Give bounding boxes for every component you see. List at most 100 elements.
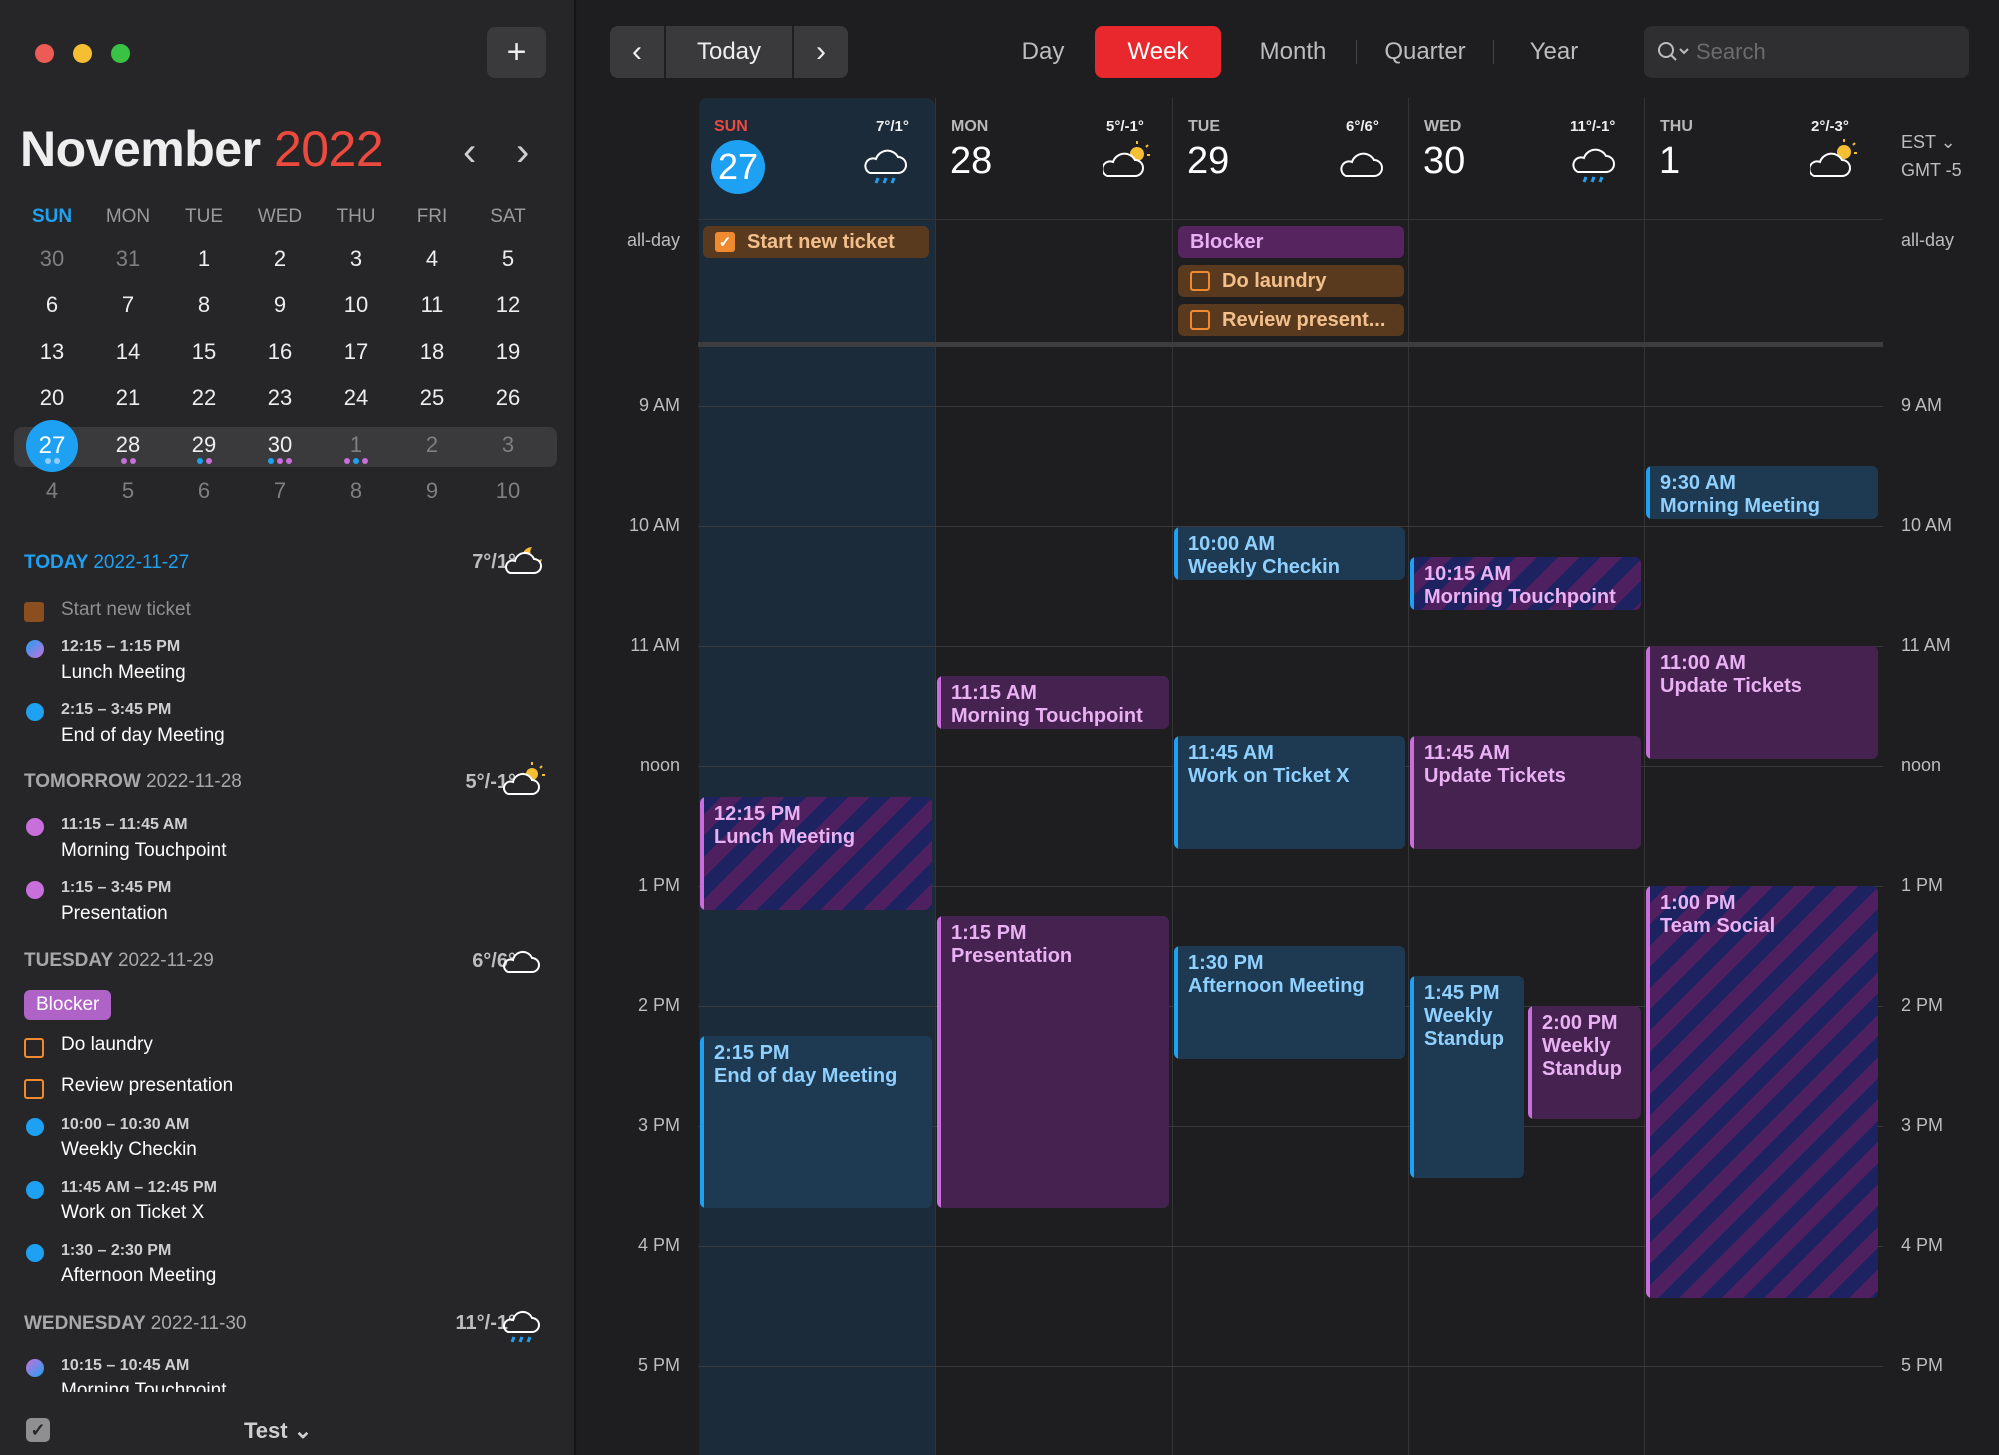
search-field[interactable]: Search bbox=[1644, 26, 1969, 78]
event-morning-touchpoint[interactable]: 11:15 AM Morning Touchpoint bbox=[937, 676, 1169, 729]
mini-calendar-day[interactable]: 3 bbox=[501, 432, 515, 457]
allday-task-start-new-ticket[interactable]: ✓ Start new ticket bbox=[703, 226, 929, 258]
view-month-tab[interactable]: Month bbox=[1259, 38, 1327, 65]
mini-calendar-day[interactable]: 17 bbox=[343, 339, 369, 364]
event-work-on-ticket-x[interactable]: 11:45 AM Work on Ticket X bbox=[1174, 736, 1405, 849]
next-week-button[interactable]: › bbox=[794, 26, 848, 78]
mini-calendar-day[interactable]: 8 bbox=[197, 292, 211, 317]
event-presentation[interactable]: 1:15 PM Presentation bbox=[937, 916, 1169, 1208]
mini-calendar-day[interactable]: 10 bbox=[343, 292, 369, 317]
mini-calendar-day[interactable]: 14 bbox=[115, 339, 141, 364]
allday-event-blocker[interactable]: Blocker bbox=[1178, 226, 1404, 258]
day-header-date[interactable]: 30 bbox=[1423, 140, 1466, 182]
mini-calendar-day[interactable]: 8 bbox=[349, 478, 363, 503]
event-morning-meeting[interactable]: 9:30 AM Morning Meeting bbox=[1646, 466, 1878, 519]
mini-calendar-day[interactable]: 29 bbox=[191, 432, 217, 457]
prev-month-button[interactable]: ‹ bbox=[463, 130, 476, 175]
view-year-tab[interactable]: Year bbox=[1529, 38, 1579, 65]
view-quarter-tab[interactable]: Quarter bbox=[1384, 38, 1466, 65]
next-month-button[interactable]: › bbox=[516, 130, 529, 175]
agenda-event-title[interactable]: Work on Ticket X bbox=[61, 1202, 205, 1223]
mini-calendar-day[interactable]: 6 bbox=[197, 478, 211, 503]
event-weekly-checkin[interactable]: 10:00 AM Weekly Checkin bbox=[1174, 527, 1405, 580]
view-week-tab[interactable]: Week bbox=[1095, 26, 1221, 78]
event-afternoon-meeting[interactable]: 1:30 PM Afternoon Meeting bbox=[1174, 946, 1405, 1059]
mini-calendar-day[interactable]: 30 bbox=[267, 432, 293, 457]
event-morning-touchpoint-wed[interactable]: 10:15 AM Morning Touchpoint bbox=[1410, 557, 1641, 610]
prev-week-button[interactable]: ‹ bbox=[610, 26, 664, 78]
checkbox-icon[interactable] bbox=[1190, 310, 1210, 330]
mini-calendar-day[interactable]: 12 bbox=[495, 292, 521, 317]
mini-calendar-day[interactable]: 5 bbox=[121, 478, 135, 503]
mini-calendar-day[interactable]: 10 bbox=[495, 478, 521, 503]
task-checkbox[interactable] bbox=[24, 1079, 44, 1099]
mini-calendar-day[interactable]: 11 bbox=[420, 292, 444, 317]
event-weekly-standup-2[interactable]: 2:00 PM Weekly Standup bbox=[1528, 1006, 1641, 1119]
mini-calendar-day[interactable]: 24 bbox=[343, 385, 369, 410]
add-event-button[interactable]: + bbox=[487, 27, 546, 78]
today-button[interactable]: Today bbox=[666, 26, 792, 78]
calendar-checkbox-icon[interactable]: ✓ bbox=[26, 1418, 50, 1442]
checked-checkbox-icon[interactable]: ✓ bbox=[715, 232, 735, 252]
task-checkbox[interactable] bbox=[24, 1038, 44, 1058]
event-update-tickets-thu[interactable]: 11:00 AM Update Tickets bbox=[1646, 646, 1878, 759]
mini-calendar-day[interactable]: 19 bbox=[495, 339, 521, 364]
mini-calendar-day[interactable]: 2 bbox=[273, 246, 287, 271]
calendar-set-selector[interactable]: Test ⌄ bbox=[244, 1418, 313, 1443]
day-header-date[interactable]: 29 bbox=[1187, 140, 1230, 182]
today-date-badge[interactable]: 27 bbox=[711, 140, 765, 194]
close-window-button[interactable] bbox=[35, 44, 54, 63]
mini-calendar-day[interactable]: 23 bbox=[267, 385, 293, 410]
mini-calendar-day[interactable]: 30 bbox=[39, 246, 65, 271]
event-update-tickets-wed[interactable]: 11:45 AM Update Tickets bbox=[1410, 736, 1641, 849]
timezone-selector[interactable]: EST ⌄ bbox=[1901, 132, 1956, 152]
task-checkbox-start-new-ticket[interactable] bbox=[24, 602, 44, 622]
event-weekly-standup-1[interactable]: 1:45 PM Weekly Standup bbox=[1410, 976, 1524, 1178]
agenda-event-title[interactable]: End of day Meeting bbox=[61, 725, 225, 746]
mini-calendar-day[interactable]: 26 bbox=[495, 385, 521, 410]
checkbox-icon[interactable] bbox=[1190, 271, 1210, 291]
agenda-event-title[interactable]: Morning Touchpoint bbox=[61, 1380, 227, 1392]
mini-calendar-day[interactable]: 4 bbox=[425, 246, 439, 271]
blocker-badge[interactable]: Blocker bbox=[24, 990, 112, 1020]
mini-calendar-day[interactable]: 27 bbox=[26, 420, 78, 472]
mini-calendar-day[interactable]: 2 bbox=[425, 432, 439, 457]
mini-calendar-day[interactable]: 9 bbox=[273, 292, 287, 317]
mini-calendar-day[interactable]: 16 bbox=[267, 339, 293, 364]
allday-task-review[interactable]: Review present... bbox=[1178, 304, 1404, 336]
agenda-event-title[interactable]: Afternoon Meeting bbox=[61, 1265, 217, 1286]
mini-calendar-day[interactable]: 9 bbox=[425, 478, 439, 503]
event-lunch-meeting[interactable]: 12:15 PM Lunch Meeting bbox=[700, 797, 932, 910]
minimize-window-button[interactable] bbox=[73, 44, 92, 63]
mini-calendar-day[interactable]: 28 bbox=[115, 432, 141, 457]
mini-calendar-day[interactable]: 25 bbox=[419, 385, 445, 410]
event-team-social[interactable]: 1:00 PM Team Social bbox=[1646, 886, 1878, 1298]
mini-calendar-day[interactable]: 31 bbox=[115, 246, 141, 271]
mini-calendar-day[interactable]: 13 bbox=[39, 339, 65, 364]
view-day-tab[interactable]: Day bbox=[1021, 38, 1065, 65]
mini-calendar-day[interactable]: 4 bbox=[45, 478, 59, 503]
event-end-of-day-meeting[interactable]: 2:15 PM End of day Meeting bbox=[700, 1036, 932, 1208]
mini-calendar-day[interactable]: 7 bbox=[273, 478, 287, 503]
day-header-date[interactable]: 1 bbox=[1659, 140, 1681, 182]
mini-calendar-day[interactable]: 15 bbox=[191, 339, 217, 364]
mini-calendar-day[interactable]: 20 bbox=[39, 385, 65, 410]
allday-task-laundry[interactable]: Do laundry bbox=[1178, 265, 1404, 297]
mini-calendar-day[interactable]: 6 bbox=[45, 292, 59, 317]
agenda-event-title[interactable]: Weekly Checkin bbox=[61, 1139, 197, 1160]
zoom-window-button[interactable] bbox=[111, 44, 130, 63]
mini-calendar-day[interactable]: 18 bbox=[419, 339, 445, 364]
agenda-event-time: 11:15 – 11:45 AM bbox=[61, 816, 188, 833]
mini-calendar-day[interactable]: 7 bbox=[121, 292, 135, 317]
agenda-event-title[interactable]: Presentation bbox=[61, 903, 168, 924]
mini-calendar-day[interactable]: 21 bbox=[115, 385, 141, 410]
mini-calendar-day[interactable]: 3 bbox=[349, 246, 363, 271]
mini-calendar-day[interactable]: 5 bbox=[501, 246, 515, 271]
agenda-tomorrow-header: TOMORROW 2022-11-28 bbox=[24, 771, 242, 792]
mini-calendar-day[interactable]: 1 bbox=[349, 432, 363, 457]
day-header-date[interactable]: 28 bbox=[950, 140, 993, 182]
mini-calendar-day[interactable]: 22 bbox=[191, 385, 217, 410]
mini-calendar-day[interactable]: 1 bbox=[197, 246, 211, 271]
agenda-event-title[interactable]: Morning Touchpoint bbox=[61, 840, 227, 861]
agenda-event-title[interactable]: Lunch Meeting bbox=[61, 662, 186, 683]
